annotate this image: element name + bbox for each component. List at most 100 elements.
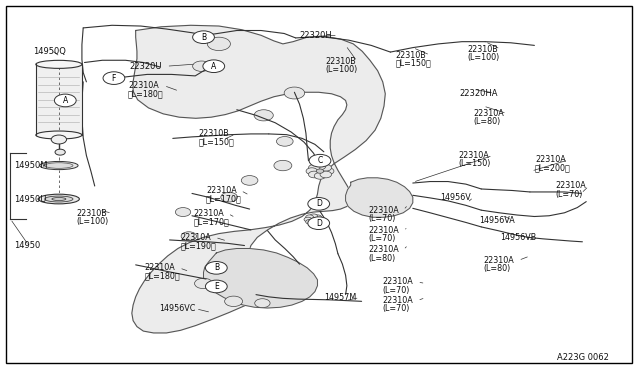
Text: 22310A: 22310A [474, 109, 504, 118]
Text: (L=70): (L=70) [369, 214, 396, 223]
Text: 22320U: 22320U [129, 62, 162, 71]
Circle shape [310, 214, 317, 218]
Text: (L=70): (L=70) [383, 304, 410, 313]
Text: 22310A: 22310A [128, 81, 159, 90]
Circle shape [221, 192, 237, 202]
Polygon shape [204, 248, 317, 308]
Text: 22310B: 22310B [467, 45, 498, 54]
Ellipse shape [52, 198, 66, 201]
Circle shape [103, 72, 125, 84]
Text: (L=70): (L=70) [383, 286, 410, 295]
Text: 22320H: 22320H [300, 31, 332, 40]
Text: D: D [316, 199, 322, 208]
Text: 22310A: 22310A [193, 209, 224, 218]
Circle shape [241, 176, 258, 185]
Text: 14956VA: 14956VA [479, 216, 515, 225]
Bar [36, 64, 82, 135]
Text: 14956VB: 14956VB [500, 233, 537, 242]
Text: 14950: 14950 [14, 241, 40, 250]
Text: (L=150): (L=150) [458, 159, 491, 168]
Text: 〈L=180〉: 〈L=180〉 [145, 272, 180, 280]
Text: (L=100): (L=100) [77, 217, 109, 226]
Text: 〈L=180〉: 〈L=180〉 [128, 89, 164, 98]
Polygon shape [132, 25, 385, 333]
Text: E: E [214, 282, 219, 291]
Text: (L=70): (L=70) [556, 190, 583, 199]
Circle shape [320, 164, 332, 171]
Text: 14950M: 14950M [14, 161, 47, 170]
Circle shape [55, 149, 65, 155]
Circle shape [51, 135, 67, 144]
Text: 〈L=170〉: 〈L=170〉 [206, 194, 242, 203]
Text: 14950Q: 14950Q [33, 47, 66, 56]
Text: 22310A: 22310A [383, 296, 413, 305]
Circle shape [314, 173, 326, 179]
Text: 22310A: 22310A [369, 246, 399, 254]
Circle shape [193, 31, 214, 44]
Text: 〈L=190〉: 〈L=190〉 [180, 241, 216, 250]
Text: A: A [63, 96, 68, 105]
Text: 22310A: 22310A [458, 151, 489, 160]
Text: B: B [214, 263, 219, 272]
Text: 14956V: 14956V [440, 193, 471, 202]
Circle shape [205, 262, 227, 274]
Ellipse shape [36, 131, 82, 139]
Text: 22310A: 22310A [535, 155, 566, 164]
Circle shape [255, 299, 270, 308]
Text: 22310A: 22310A [180, 233, 211, 242]
Text: 22310A: 22310A [484, 256, 515, 265]
Circle shape [181, 232, 196, 241]
Polygon shape [346, 178, 413, 217]
Text: 22310B: 22310B [396, 51, 426, 60]
Text: 22310B: 22310B [325, 57, 356, 66]
Text: F: F [112, 74, 116, 83]
Circle shape [193, 61, 211, 71]
Circle shape [308, 164, 320, 171]
Circle shape [274, 160, 292, 171]
Circle shape [195, 278, 212, 289]
Text: 22310A: 22310A [145, 263, 175, 272]
Text: 14950U: 14950U [14, 195, 47, 203]
Text: 〈L=150〉: 〈L=150〉 [198, 138, 234, 147]
Text: 22310A: 22310A [369, 226, 399, 235]
Text: 14957M: 14957M [324, 293, 356, 302]
Text: 22310A: 22310A [556, 182, 586, 190]
Circle shape [308, 198, 330, 210]
Text: 22310B: 22310B [198, 129, 229, 138]
Circle shape [316, 169, 324, 173]
Circle shape [308, 217, 330, 230]
Text: (L=80): (L=80) [474, 117, 501, 126]
Text: 22320HA: 22320HA [460, 89, 498, 97]
Text: 〈L=200〉: 〈L=200〉 [535, 164, 571, 173]
Circle shape [306, 219, 314, 224]
Ellipse shape [45, 163, 73, 168]
Text: A: A [211, 62, 216, 71]
Circle shape [308, 171, 320, 178]
Text: (L=80): (L=80) [484, 264, 511, 273]
Text: 22310A: 22310A [369, 206, 399, 215]
Ellipse shape [45, 196, 73, 202]
Circle shape [54, 94, 76, 107]
Ellipse shape [36, 60, 82, 68]
Text: 22310A: 22310A [383, 278, 413, 286]
Circle shape [254, 110, 273, 121]
Text: D: D [316, 219, 322, 228]
Text: 22310B: 22310B [77, 209, 108, 218]
Text: 〈L=150〉: 〈L=150〉 [396, 59, 431, 68]
Text: (L=100): (L=100) [467, 53, 499, 62]
Ellipse shape [40, 161, 78, 170]
Circle shape [316, 217, 323, 222]
Circle shape [276, 137, 293, 146]
Circle shape [175, 208, 191, 217]
Circle shape [284, 87, 305, 99]
Text: C: C [317, 156, 323, 165]
Text: B: B [201, 33, 206, 42]
Circle shape [314, 215, 321, 219]
Text: (L=100): (L=100) [325, 65, 357, 74]
Circle shape [225, 296, 243, 307]
Circle shape [311, 218, 316, 221]
Text: A223G 0062: A223G 0062 [557, 353, 609, 362]
Circle shape [314, 219, 321, 224]
Text: 〈L=170〉: 〈L=170〉 [193, 217, 229, 226]
Circle shape [205, 280, 227, 293]
